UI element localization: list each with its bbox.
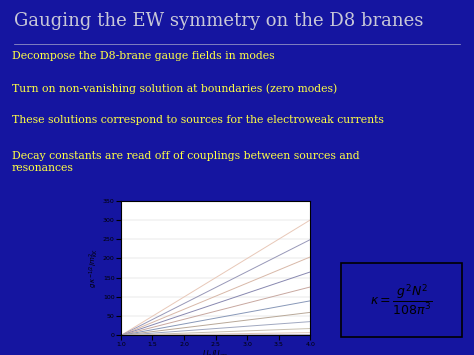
Text: Gauging the EW symmetry on the D8 branes: Gauging the EW symmetry on the D8 branes xyxy=(14,12,424,31)
Text: $\kappa = \dfrac{g^2 N^2}{108\pi^3}$: $\kappa = \dfrac{g^2 N^2}{108\pi^3}$ xyxy=(370,283,433,317)
X-axis label: $U_0 / U_{KK}$: $U_0 / U_{KK}$ xyxy=(202,348,229,355)
Text: Decompose the D8-brane gauge fields in modes: Decompose the D8-brane gauge fields in m… xyxy=(12,51,274,61)
Y-axis label: $g\,\kappa^{-1/2} / m^2_{KK}$: $g\,\kappa^{-1/2} / m^2_{KK}$ xyxy=(88,248,101,288)
Text: Decay constants are read off of couplings between sources and
resonances: Decay constants are read off of coupling… xyxy=(12,151,359,173)
Text: These solutions correspond to sources for the electroweak currents: These solutions correspond to sources fo… xyxy=(12,115,384,125)
Text: Turn on non-vanishing solution at boundaries (zero modes): Turn on non-vanishing solution at bounda… xyxy=(12,83,337,94)
